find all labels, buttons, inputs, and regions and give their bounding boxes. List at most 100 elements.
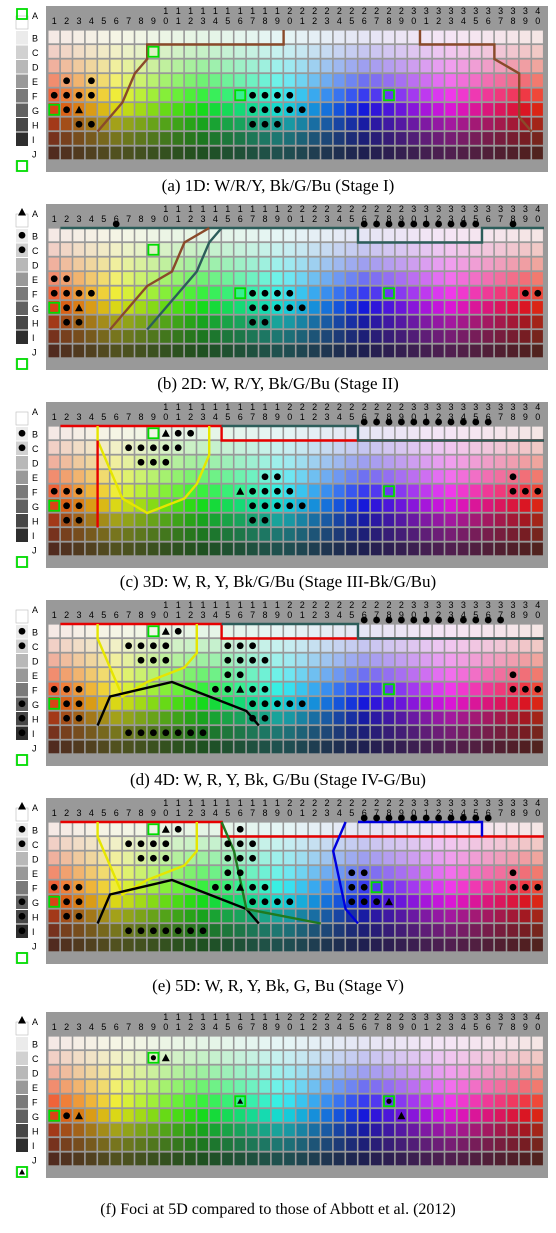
color-chip [160, 880, 171, 894]
category-boundary [331, 821, 359, 925]
color-chip [507, 924, 519, 937]
color-chip [470, 344, 481, 358]
color-chip [432, 88, 444, 102]
focus-marker [249, 656, 256, 664]
column-number-tens: 2 [337, 402, 342, 412]
color-chip [532, 1065, 543, 1079]
color-chip [482, 103, 494, 116]
color-chip [271, 528, 283, 541]
color-chip [184, 740, 196, 754]
color-chip [494, 1080, 506, 1093]
color-chip [532, 528, 543, 541]
focus-marker [373, 220, 380, 228]
column-number: 8 [138, 808, 143, 818]
color-chip [160, 315, 171, 329]
caption-f: (f) Foci at 5D compared to those of Abbo… [100, 1201, 456, 1218]
column-number: 7 [498, 1022, 503, 1032]
color-chip [98, 822, 109, 836]
color-chip [370, 1152, 382, 1166]
color-chip [370, 697, 382, 710]
color-chip [445, 740, 457, 754]
color-chip [445, 1094, 457, 1108]
focus-marker [63, 516, 70, 524]
color-chip [222, 624, 233, 638]
color-chip [420, 344, 432, 358]
color-chip [507, 639, 519, 652]
color-chip [507, 426, 519, 440]
color-chip [122, 1094, 134, 1108]
color-chip [259, 1109, 271, 1122]
column-number-tens: 2 [300, 1012, 305, 1022]
color-chip [457, 1094, 469, 1108]
color-chip [370, 837, 382, 850]
focus-marker [137, 444, 145, 452]
color-chip [160, 1065, 171, 1079]
column-number-tens: 1 [188, 204, 193, 214]
color-chip [308, 257, 320, 271]
color-chip [135, 470, 147, 483]
color-chip [420, 1051, 432, 1064]
color-chip [110, 1123, 122, 1137]
focus-marker [261, 289, 269, 297]
color-chip [259, 938, 271, 952]
color-chip [73, 146, 85, 160]
focus-marker [75, 91, 83, 99]
column-number-tens: 3 [523, 600, 528, 610]
color-chip [470, 146, 481, 160]
color-chip [432, 470, 444, 483]
color-chip [73, 639, 85, 652]
color-chip [222, 30, 233, 44]
color-chip [432, 30, 444, 44]
color-chip [160, 1094, 171, 1108]
color-chip [457, 441, 469, 454]
column-number: 0 [287, 16, 292, 26]
color-chip [184, 895, 196, 908]
focus-marker [75, 883, 83, 891]
color-chip [470, 441, 481, 454]
color-chip [333, 653, 345, 667]
color-chip [60, 1123, 72, 1137]
color-chip [271, 822, 283, 836]
color-chip [110, 866, 122, 879]
color-chip [85, 682, 97, 696]
row-letter: A [32, 1017, 38, 1027]
focus-marker [162, 927, 170, 935]
color-chip [234, 528, 246, 541]
column-number: 0 [411, 808, 416, 818]
color-chip [395, 851, 407, 865]
neutral-chip [16, 1037, 28, 1051]
color-chip [457, 45, 469, 58]
color-chip [98, 528, 109, 541]
color-chip [296, 682, 308, 696]
color-chip [470, 1080, 481, 1093]
color-chip [60, 117, 72, 131]
color-chip [532, 668, 543, 681]
column-number: 2 [64, 610, 69, 620]
column-number-tens: 2 [374, 204, 379, 214]
column-number: 6 [362, 808, 367, 818]
color-chip [85, 103, 97, 116]
color-chip [197, 1152, 209, 1166]
color-chip [110, 88, 122, 102]
color-chip [147, 1138, 159, 1151]
color-chip [234, 542, 246, 556]
color-chip [122, 470, 134, 483]
color-chip [445, 301, 457, 314]
color-chip [284, 653, 295, 667]
color-chip [532, 243, 543, 256]
color-chip [85, 542, 97, 556]
column-number-tens: 2 [362, 798, 367, 808]
color-chip [370, 344, 382, 358]
column-number-tens: 1 [176, 204, 181, 214]
color-chip [296, 880, 308, 894]
color-chip [519, 909, 531, 923]
color-chip [209, 301, 221, 314]
color-chip [110, 132, 122, 145]
color-chip [507, 822, 519, 836]
color-chip [333, 895, 345, 908]
color-chip [135, 484, 147, 498]
row-letter: E [32, 77, 38, 87]
row-letter: J [32, 545, 37, 555]
focus-marker [150, 729, 157, 737]
color-chip [197, 228, 209, 242]
